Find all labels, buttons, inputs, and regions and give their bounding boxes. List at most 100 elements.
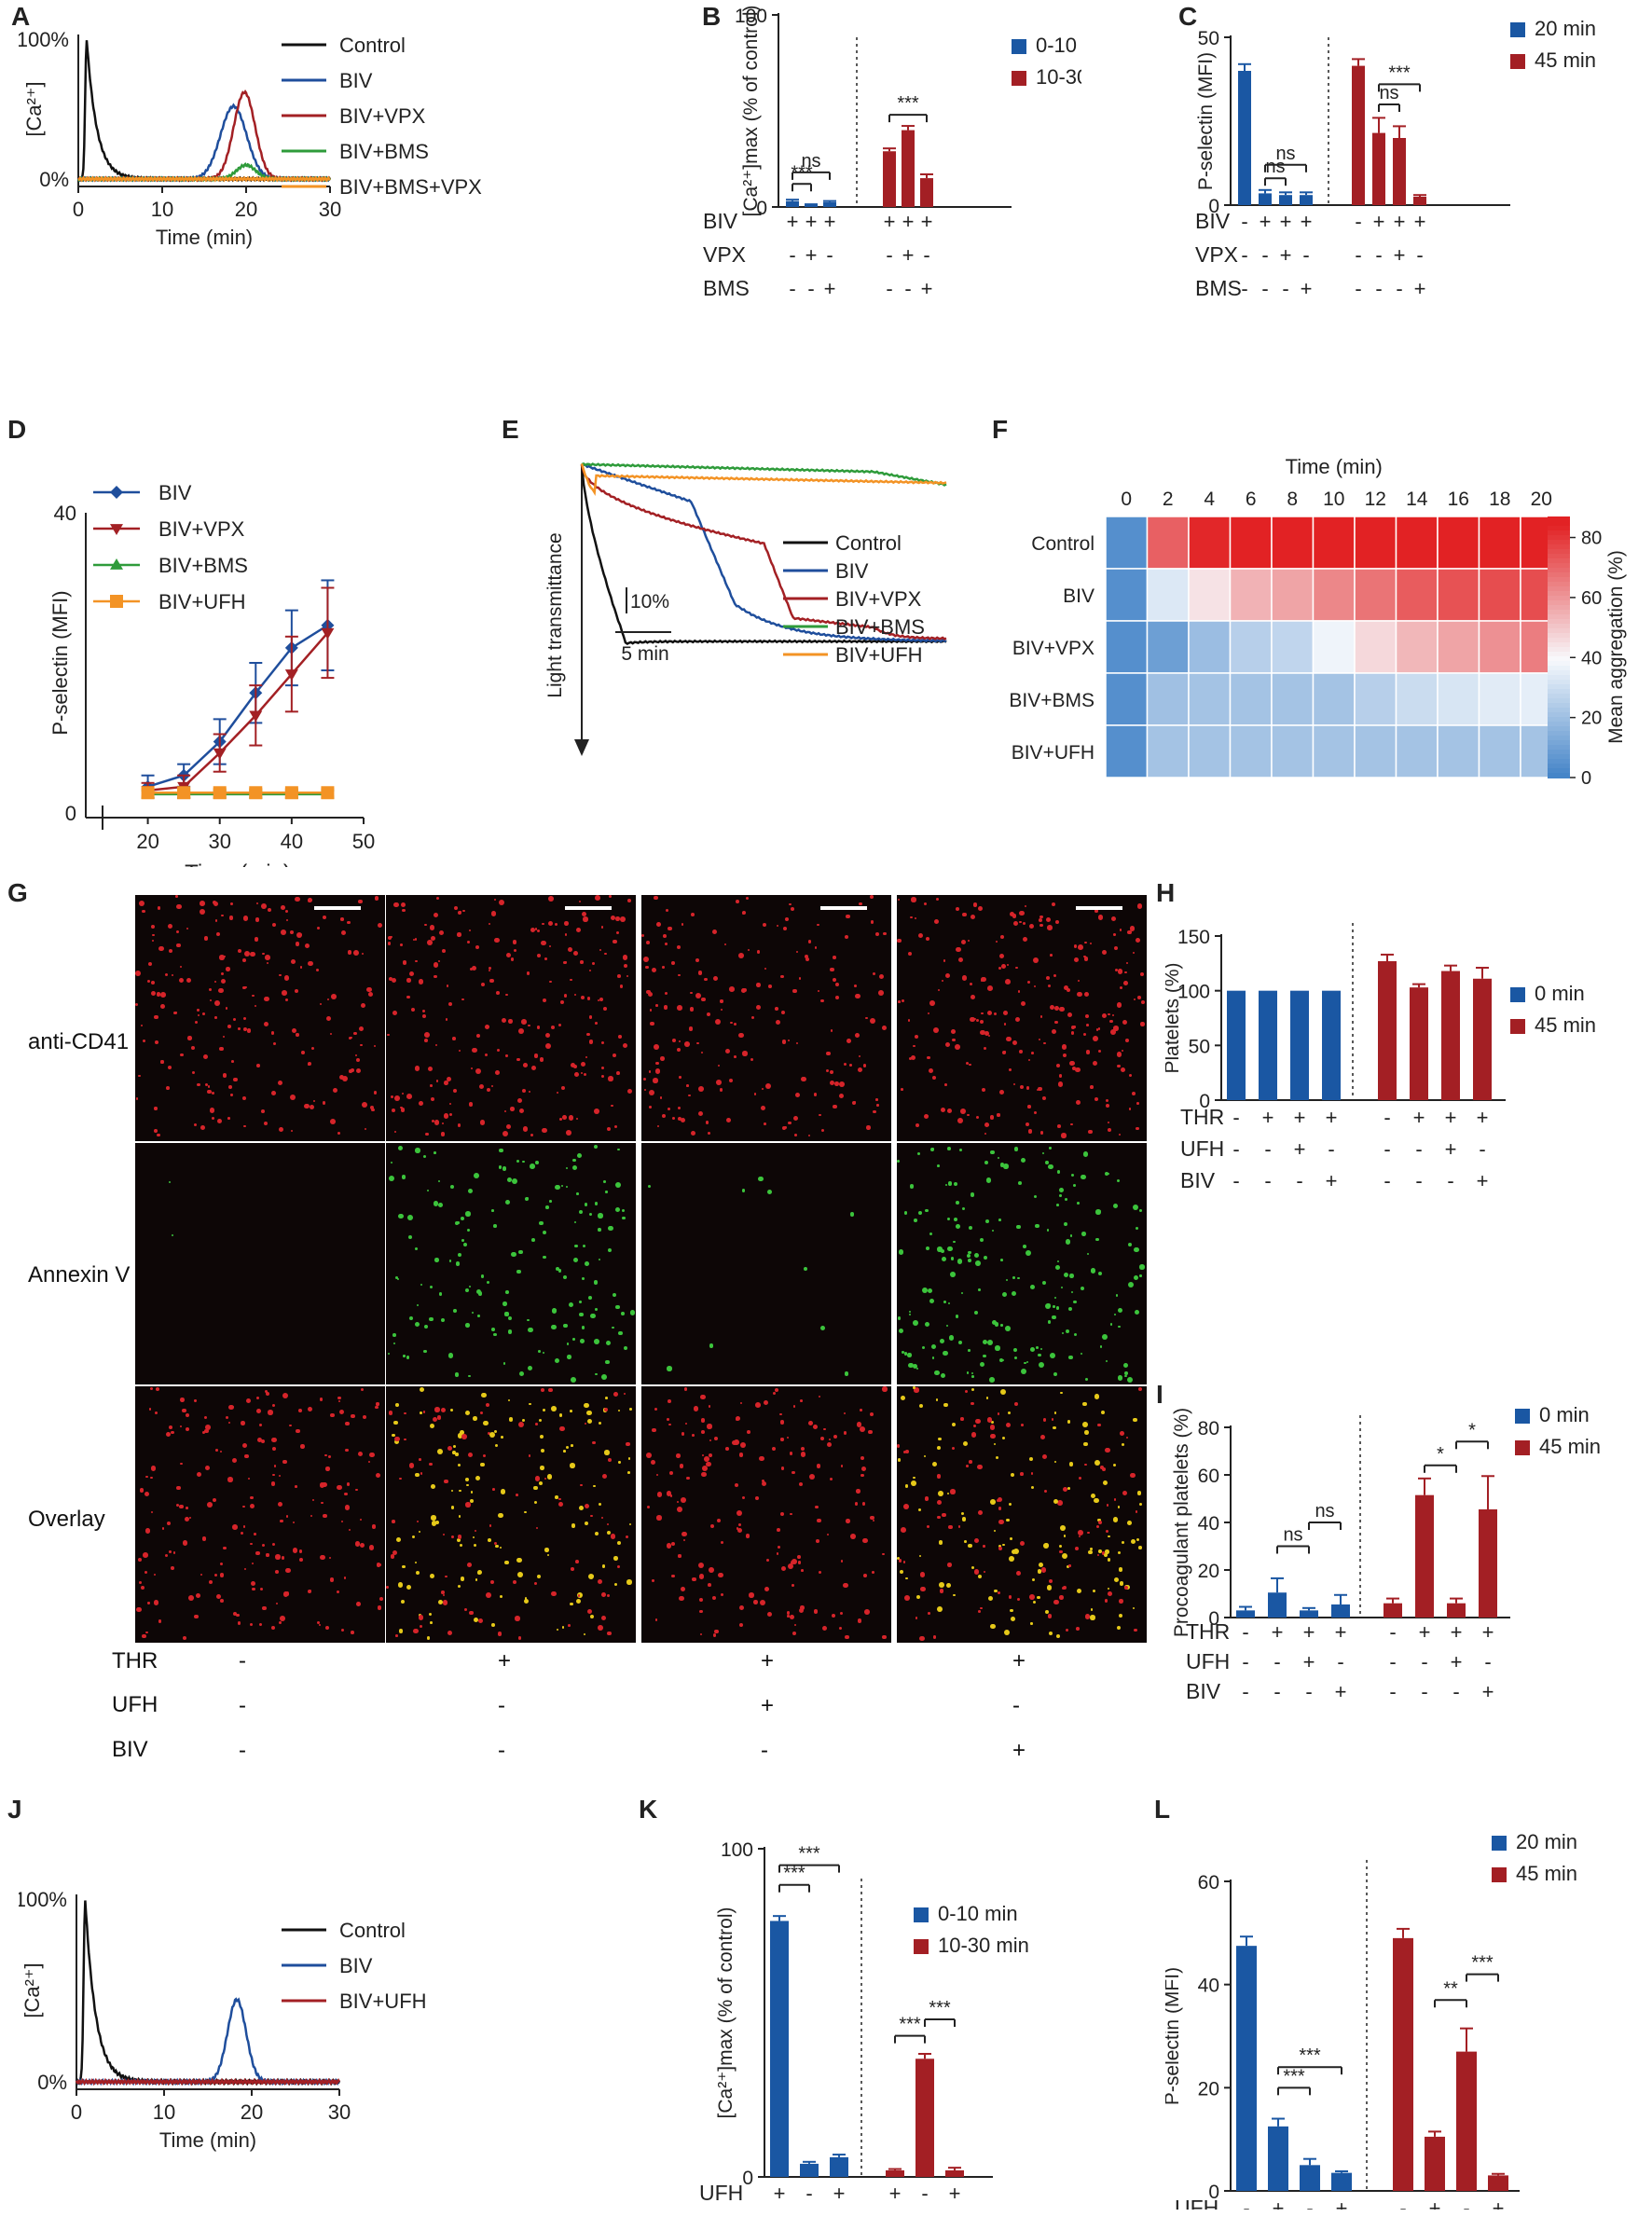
cell-dot	[544, 1478, 546, 1480]
cell-dot	[447, 1001, 453, 1007]
cell-dot	[298, 1549, 302, 1553]
sign: +	[1303, 1650, 1315, 1673]
sign: -	[1415, 1169, 1422, 1192]
cell-dot	[1065, 1629, 1069, 1632]
cell-dot	[908, 1311, 911, 1314]
cell-dot	[656, 921, 662, 927]
cell-dot	[559, 999, 565, 1005]
cell-dot	[490, 911, 497, 916]
cell-dot	[584, 1402, 589, 1409]
cell-dot	[1027, 1058, 1030, 1061]
cell-dot	[194, 1614, 199, 1619]
legend-label: BIV+VPX	[835, 587, 922, 611]
sign: +	[921, 210, 933, 233]
cell-dot	[999, 1163, 1005, 1167]
cell-dot	[1140, 972, 1145, 977]
sign: -	[1355, 210, 1361, 233]
y-tick-label: 0	[1208, 196, 1219, 217]
cell-dot	[706, 1461, 711, 1467]
cell-dot	[1013, 1347, 1018, 1353]
cell-dot	[456, 1537, 461, 1543]
cell-dot	[548, 944, 552, 947]
cell-dot	[447, 1445, 453, 1452]
cell-dot	[423, 1039, 428, 1043]
cell-dot	[499, 1149, 503, 1153]
cell-dot	[185, 1516, 190, 1522]
cell-dot	[594, 1339, 600, 1344]
y-axis-label: Platelets (%)	[1165, 962, 1183, 1073]
sign: -	[1416, 243, 1423, 267]
cell-dot	[1125, 1039, 1130, 1043]
cell-dot	[507, 1018, 513, 1024]
cell-dot	[1061, 1133, 1067, 1138]
colorbar-step	[1548, 638, 1570, 643]
cell-dot	[1006, 1037, 1012, 1042]
sign: -	[1241, 210, 1247, 233]
cell-dot	[1035, 1223, 1039, 1228]
x-axis-label: Time (min)	[159, 2128, 256, 2152]
cell-dot	[562, 1275, 567, 1279]
heatmap-cell	[1312, 516, 1356, 570]
colorbar-step	[1548, 605, 1570, 611]
heatmap-cell	[1229, 568, 1273, 622]
cell-dot	[978, 1574, 983, 1578]
cell-dot	[927, 1612, 930, 1615]
legend-label: BIV+BMS+VPX	[339, 175, 482, 199]
cell-dot	[761, 1480, 766, 1487]
cell-dot	[342, 1075, 349, 1081]
bar	[1236, 1946, 1257, 2191]
legend-swatch	[1515, 1409, 1530, 1424]
cell-dot	[998, 1507, 1002, 1510]
micrograph-tile	[135, 1143, 385, 1384]
sign: -	[923, 243, 929, 267]
cell-dot	[497, 1049, 501, 1052]
cell-dot	[829, 1477, 833, 1480]
cell-dot	[754, 1495, 759, 1500]
cell-dot	[983, 1571, 985, 1574]
cell-dot	[857, 1618, 862, 1623]
cell-dot	[915, 1617, 918, 1619]
cell-dot	[1116, 1052, 1122, 1058]
cell-dot	[315, 968, 319, 971]
cell-dot	[433, 1416, 438, 1422]
legend-label: BIV+UFH	[158, 590, 246, 613]
cell-dot	[997, 1590, 1000, 1594]
cell-dot	[475, 1530, 477, 1533]
cell-dot	[681, 1431, 685, 1436]
cell-dot	[1087, 1531, 1090, 1535]
cell-dot	[668, 1107, 671, 1110]
heatmap-cell	[1188, 516, 1232, 570]
cell-dot	[1122, 1021, 1126, 1024]
cell-dot	[574, 1071, 580, 1077]
cell-dot	[957, 1259, 962, 1264]
cell-dot	[897, 939, 902, 943]
cell-dot	[987, 1595, 994, 1602]
cell-dot	[254, 1005, 256, 1008]
cell-dot	[707, 1583, 711, 1588]
cell-dot	[515, 1494, 518, 1497]
cell-dot	[947, 1524, 953, 1530]
cell-dot	[279, 1126, 284, 1132]
cell-dot	[431, 1483, 436, 1489]
sign: -	[1337, 1650, 1343, 1673]
cell-dot	[202, 1012, 205, 1015]
cell-dot	[169, 1549, 172, 1553]
cell-dot	[583, 1632, 585, 1635]
sign: +	[902, 210, 915, 233]
cell-dot	[750, 1057, 753, 1061]
cell-dot	[157, 1133, 161, 1137]
cell-dot	[923, 1113, 929, 1120]
cell-dot	[1052, 1315, 1057, 1320]
panel-letter-B: B	[702, 2, 722, 31]
cell-dot	[391, 1161, 393, 1164]
cell-dot	[395, 1402, 399, 1407]
sign-row-label: UFH	[1175, 2196, 1218, 2210]
cell-dot	[913, 1320, 918, 1327]
sign: +	[889, 2182, 902, 2205]
cell-dot	[1033, 1600, 1037, 1604]
cell-dot	[985, 1397, 989, 1399]
cell-dot	[242, 916, 249, 921]
cell-dot	[458, 1049, 461, 1053]
cell-dot	[1118, 1550, 1122, 1555]
cell-dot	[1127, 1521, 1133, 1525]
